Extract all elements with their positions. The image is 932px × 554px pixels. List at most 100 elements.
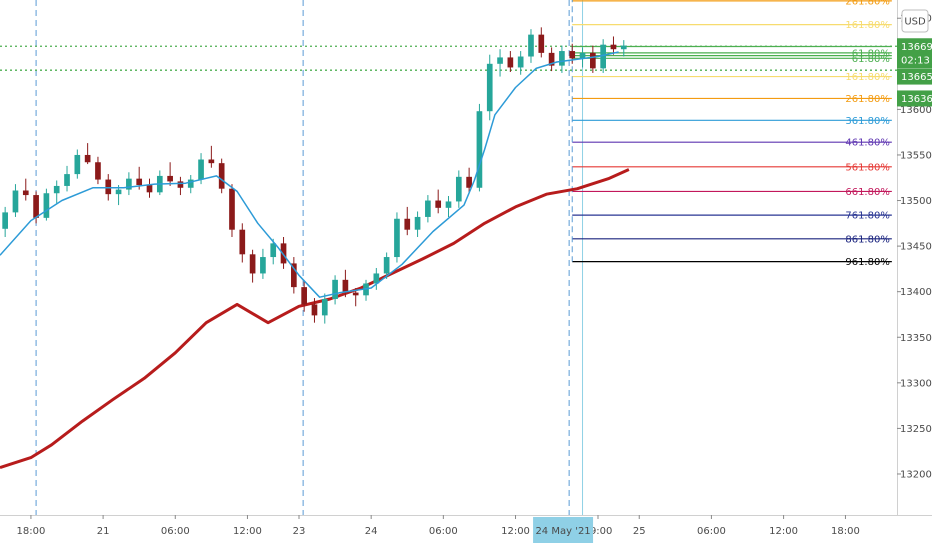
- candle-body-30: [311, 304, 318, 316]
- candle-body-3: [33, 195, 39, 218]
- candle-body-43: [445, 201, 452, 208]
- sma-short-line: [0, 51, 619, 298]
- candle-body-37: [383, 257, 390, 274]
- candle-body-34: [352, 292, 359, 296]
- candle-body-7: [74, 154, 81, 175]
- price-badge-sub-0: 02:13: [901, 55, 930, 66]
- x-tick-label-11: 12:00: [769, 526, 798, 537]
- currency-button[interactable]: [901, 9, 929, 33]
- x-tick-label-0: 18:00: [17, 526, 46, 537]
- candle-body-45: [466, 176, 472, 188]
- x-tick-label-2: 06:00: [161, 526, 190, 537]
- y-tick-label-2: 13300.00: [900, 378, 932, 389]
- candle-body-53: [548, 52, 555, 66]
- fib-level-label-8: 261.80%: [845, 94, 890, 105]
- candle-body-6: [64, 174, 70, 186]
- candle-body-18: [187, 179, 194, 188]
- y-tick-label-1: 13250.00: [900, 424, 932, 435]
- fib-level-label-10: 461.80%: [845, 138, 890, 149]
- candle-body-4: [43, 193, 50, 218]
- price-badge-1: [897, 68, 932, 85]
- candle-body-26: [270, 243, 277, 258]
- candle-body-36: [373, 273, 380, 284]
- y-tick-label-4: 13400.00: [900, 287, 932, 298]
- candle-body-27: [280, 243, 287, 264]
- candle-body-21: [218, 163, 225, 189]
- candle-body-60: [620, 45, 627, 50]
- price-badges: 13669.25 02:13 13665.50 13636.00: [897, 38, 932, 107]
- candle-body-46: [476, 111, 483, 188]
- fib-level-label-1: 261.80%: [845, 0, 890, 7]
- candle-body-22: [229, 188, 235, 230]
- x-tick-label-4: 23: [293, 526, 306, 537]
- x-tick-label-1: 21: [97, 526, 110, 537]
- fib-level-label-7: 161.80%: [845, 72, 890, 83]
- fib-level-label-4: 61.80%: [852, 48, 890, 59]
- candle-body-32: [332, 279, 338, 299]
- candle-body-49: [507, 57, 514, 68]
- currency-label: USD: [904, 17, 926, 28]
- candle-body-16: [167, 175, 173, 182]
- candle-body-38: [394, 218, 400, 258]
- candle-body-33: [342, 279, 349, 293]
- fib-level-label-12: 661.80%: [845, 187, 890, 198]
- sma-short: [0, 51, 619, 298]
- candle-body-44: [455, 176, 462, 202]
- x-tick-label-12: 18:00: [831, 526, 860, 537]
- candle-body-50: [517, 56, 524, 68]
- fib-level-label-2: 161.80%: [845, 20, 890, 31]
- y-tick-label-5: 13450.00: [900, 242, 932, 253]
- candle-body-41: [425, 200, 431, 217]
- x-tick-label-7: 12:00: [501, 526, 530, 537]
- candle-body-56: [579, 52, 586, 59]
- candle-body-31: [321, 298, 328, 316]
- candle-body-24: [249, 254, 256, 274]
- candle-body-14: [146, 185, 153, 193]
- candle-body-57: [590, 52, 596, 69]
- price-badge-0: [897, 38, 932, 69]
- fib-level-label-11: 561.80%: [845, 162, 890, 173]
- candle-body-5: [53, 185, 60, 194]
- candle-body-17: [177, 181, 184, 188]
- price-badge-2: [897, 90, 932, 107]
- candle-body-48: [497, 57, 503, 64]
- time-badge-label: 24 May '21: [535, 526, 590, 537]
- candle-body-25: [260, 257, 266, 274]
- candle-body-13: [136, 178, 143, 186]
- candle-body-10: [105, 179, 112, 195]
- y-tick-label-6: 13500.00: [900, 196, 932, 207]
- y-tick-label-8: 13600.00: [900, 105, 932, 116]
- candle-body-40: [414, 216, 421, 230]
- fib-level-label-9: 361.80%: [845, 116, 890, 127]
- x-tick-label-5: 24: [365, 526, 378, 537]
- candle-body-0: [2, 212, 8, 229]
- price-badge-label-0: 13669.25: [901, 42, 932, 53]
- candle-body-9: [95, 162, 101, 180]
- candle-body-51: [528, 34, 534, 57]
- candle-body-52: [538, 34, 545, 53]
- y-tick-label-0: 13200.00: [900, 469, 932, 480]
- candle-body-58: [600, 44, 606, 69]
- candle-body-28: [291, 263, 297, 288]
- candle-body-8: [84, 154, 91, 163]
- candle-body-1: [12, 190, 19, 213]
- price-badge-label-1: 13665.50: [901, 72, 932, 83]
- fib-level-label-15: 961.80%: [845, 257, 890, 268]
- session-lines: [35, 0, 584, 515]
- y-tick-label-3: 13350.00: [900, 333, 932, 344]
- y-tick-label-7: 13550.00: [900, 150, 932, 161]
- x-tick-label-8: 19:00: [584, 526, 613, 537]
- candle-body-39: [404, 218, 411, 230]
- candle-body-59: [610, 44, 617, 50]
- x-tick-label-3: 12:00: [233, 526, 262, 537]
- candle-body-12: [126, 178, 132, 190]
- fibonacci-extension: [571, 0, 892, 263]
- candles: [2, 27, 627, 324]
- candle-body-47: [486, 63, 493, 112]
- time-axis: 18:00 21 06:00 12:00 23 24 06:00 12:00 19:00 25 06…: [0, 515, 932, 543]
- x-tick-label-9: 25: [633, 526, 646, 537]
- candle-body-20: [208, 159, 215, 164]
- candle-body-55: [569, 51, 576, 59]
